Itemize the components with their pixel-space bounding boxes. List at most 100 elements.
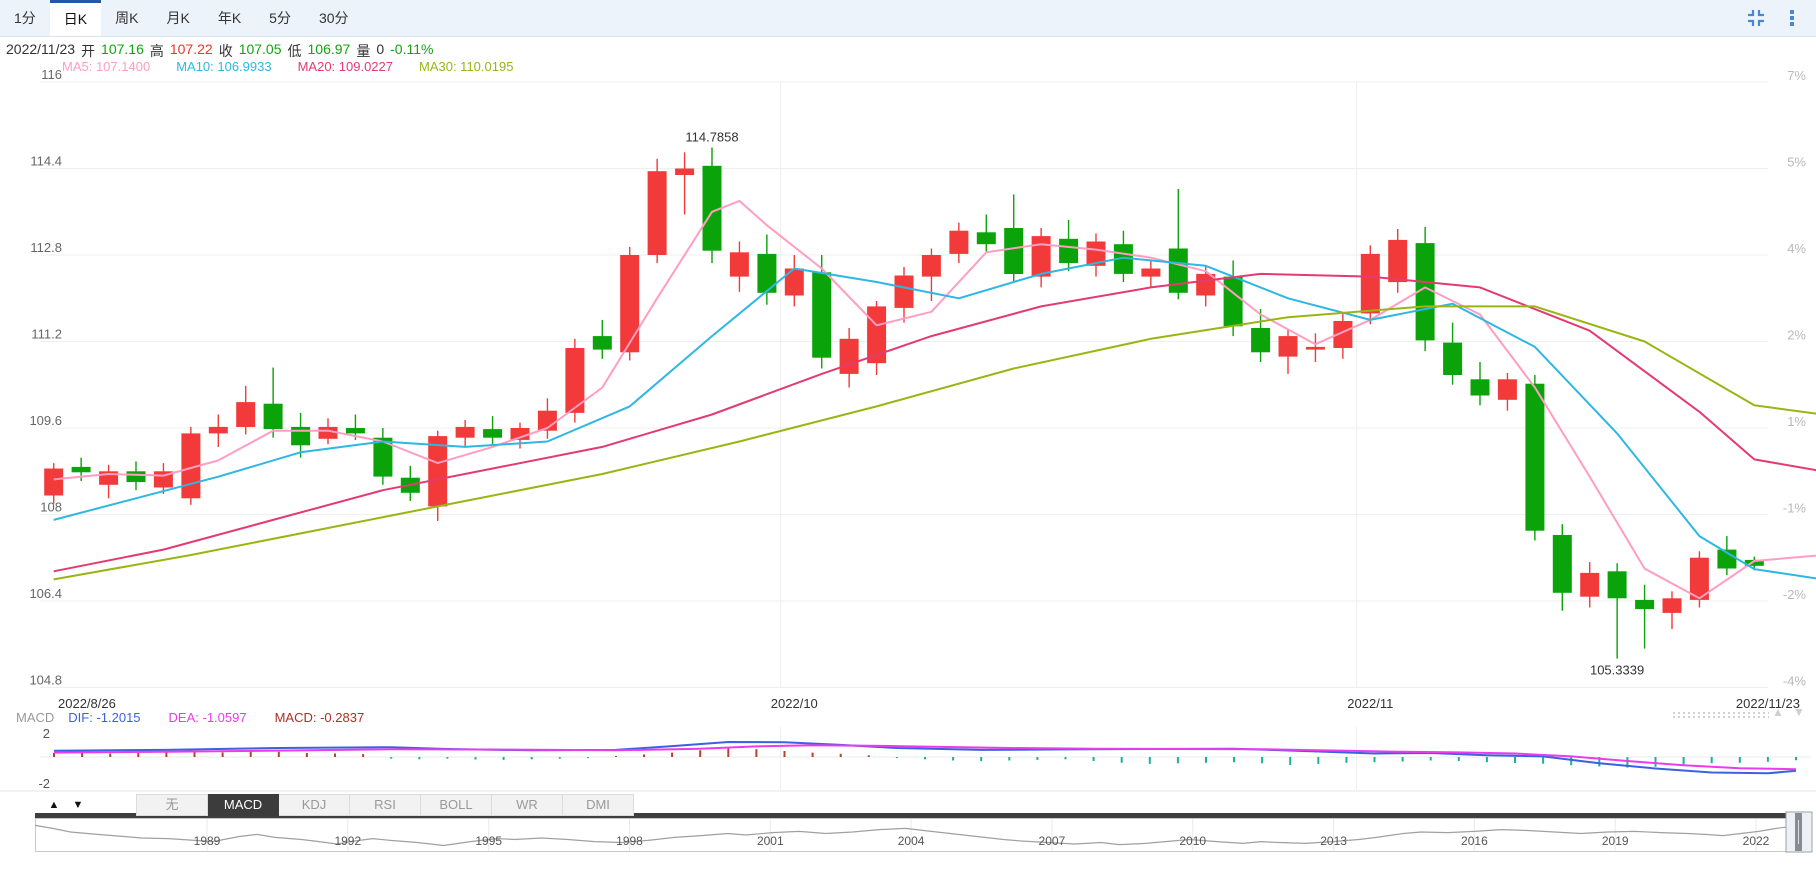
candle[interactable] <box>1443 342 1463 375</box>
period-tab-月K[interactable]: 月K <box>166 10 190 26</box>
candle[interactable] <box>1552 535 1572 593</box>
zoom-in-button[interactable]: ▲ <box>1772 705 1784 719</box>
candle[interactable] <box>1635 599 1655 610</box>
candle[interactable] <box>976 232 996 245</box>
navigator-sparkline <box>34 823 1813 847</box>
candle[interactable] <box>1004 228 1024 274</box>
y-axis-left-label: 112.8 <box>30 240 62 255</box>
candle[interactable] <box>1689 557 1709 600</box>
navigator-year-label: 1992 <box>334 834 361 848</box>
volume-label: 量 <box>356 43 371 59</box>
candle[interactable] <box>1333 321 1353 348</box>
indicator-tab-WR[interactable]: WR <box>492 794 563 816</box>
navigator-move-bar[interactable] <box>35 813 1786 818</box>
candle[interactable] <box>208 426 228 434</box>
candle[interactable] <box>428 436 448 507</box>
candle[interactable] <box>675 168 695 176</box>
candle[interactable] <box>949 230 969 254</box>
history-navigator[interactable]: 1989 1992 1995 1998 2001 2004 2007 2010 2013 2016… <box>34 811 1813 853</box>
macd-y-tick: 2 <box>43 726 50 741</box>
quote-row: 2022/11/23 开 107.16 高 107.22 收 107.05 低 … <box>6 41 433 59</box>
candle[interactable] <box>1278 336 1298 357</box>
indicator-tab-DMI[interactable]: DMI <box>563 794 634 816</box>
candle[interactable] <box>729 252 749 277</box>
candle[interactable] <box>71 466 91 473</box>
close-value: 107.05 <box>238 41 282 57</box>
pane-down-button[interactable]: ▼ <box>72 799 84 811</box>
x-axis-date-label: 2022/8/26 <box>58 696 116 711</box>
period-tab-日K[interactable]: 日K <box>49 0 102 36</box>
candle[interactable] <box>565 348 585 413</box>
candle[interactable] <box>455 426 475 438</box>
candle[interactable] <box>236 402 256 427</box>
indicator-tab-无[interactable]: 无 <box>136 794 208 816</box>
candle[interactable] <box>1360 253 1380 314</box>
candle[interactable] <box>291 426 311 446</box>
period-tab-年K[interactable]: 年K <box>217 10 242 26</box>
y-axis-right-label: -2% <box>1783 587 1807 602</box>
indicator-tab-RSI[interactable]: RSI <box>350 794 421 816</box>
candle[interactable] <box>592 336 612 350</box>
candle[interactable] <box>44 468 64 496</box>
candle[interactable] <box>812 272 832 358</box>
pane-up-button[interactable]: ▲ <box>48 799 60 811</box>
period-tab-5分[interactable]: 5分 <box>269 10 291 26</box>
candle[interactable] <box>1305 346 1325 350</box>
period-tab-1分[interactable]: 1分 <box>14 10 36 26</box>
candlestick-series[interactable] <box>44 147 1764 659</box>
candle[interactable] <box>1031 236 1051 277</box>
candle[interactable] <box>894 275 914 308</box>
candle[interactable] <box>318 426 338 439</box>
candle[interactable] <box>1525 383 1545 531</box>
candle[interactable] <box>1497 379 1517 400</box>
indicator-bar: ▲ ▼ 无 MACD KDJ RSI BOLL WR DMI <box>0 794 634 816</box>
zoom-drag-strip[interactable] <box>1673 712 1769 720</box>
period-tab-30分[interactable]: 30分 <box>318 10 349 26</box>
candle[interactable] <box>1415 243 1435 341</box>
navigator-year-label: 2013 <box>1320 834 1347 848</box>
macd-panel[interactable]: 2 -2 <box>0 726 1816 792</box>
candle[interactable] <box>702 165 722 251</box>
candle[interactable] <box>647 171 667 255</box>
candle[interactable] <box>1607 571 1627 599</box>
indicator-tab-KDJ[interactable]: KDJ <box>279 794 350 816</box>
candle[interactable] <box>1470 379 1490 396</box>
navigator-year-label: 2019 <box>1602 834 1629 848</box>
candle[interactable] <box>757 253 777 293</box>
low-value: 106.97 <box>307 41 351 57</box>
zoom-out-button[interactable]: ▼ <box>1793 705 1805 719</box>
candle[interactable] <box>839 338 859 374</box>
candle[interactable] <box>345 428 365 434</box>
collapse-icon[interactable] <box>1746 8 1766 28</box>
close-label: 收 <box>218 43 233 59</box>
candle[interactable] <box>126 471 146 483</box>
navigator-year-label: 2001 <box>757 834 784 848</box>
candle[interactable] <box>784 268 804 296</box>
candle[interactable] <box>1141 268 1161 277</box>
candle[interactable] <box>1662 598 1682 613</box>
candle[interactable] <box>921 255 941 277</box>
candle[interactable] <box>620 255 640 353</box>
candle[interactable] <box>1086 241 1106 266</box>
candle[interactable] <box>510 428 530 440</box>
candle[interactable] <box>1251 328 1271 353</box>
candle[interactable] <box>1113 244 1133 274</box>
candle[interactable] <box>1744 559 1764 566</box>
indicator-tab-BOLL[interactable]: BOLL <box>421 794 492 816</box>
y-axis-right-label: 2% <box>1787 328 1806 343</box>
candle[interactable] <box>263 403 283 430</box>
period-tab-周K[interactable]: 周K <box>115 10 139 26</box>
high-label: 高 <box>149 43 164 59</box>
indicator-tab-MACD[interactable]: MACD <box>208 794 279 816</box>
kebab-menu-icon[interactable] <box>1782 8 1802 28</box>
candle[interactable] <box>1168 248 1188 293</box>
y-axis-left-label: 114.4 <box>30 154 62 169</box>
candle[interactable] <box>373 437 393 477</box>
candle[interactable] <box>1388 239 1408 283</box>
candle[interactable] <box>1580 572 1600 597</box>
candle[interactable] <box>1223 276 1243 327</box>
candle[interactable] <box>483 429 503 438</box>
candle[interactable] <box>1059 238 1079 264</box>
ma-line-MA30 <box>53 305 1816 581</box>
